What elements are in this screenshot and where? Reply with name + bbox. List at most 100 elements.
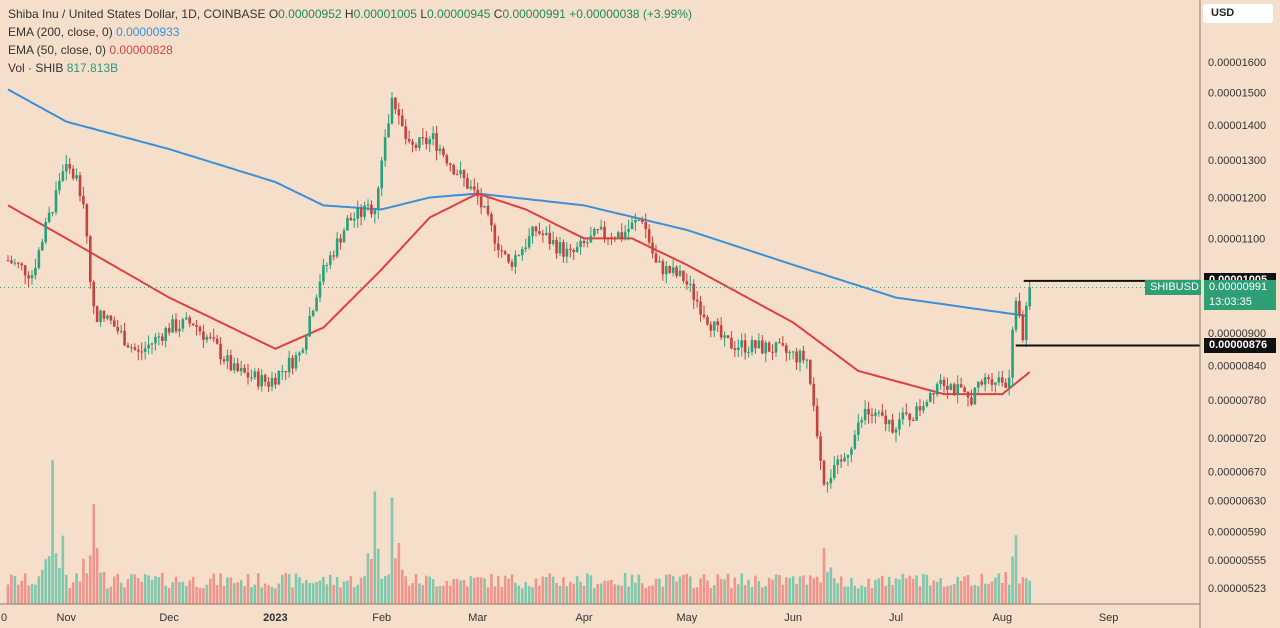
candle-body bbox=[263, 374, 267, 382]
high-value: 0.00001005 bbox=[353, 7, 417, 21]
candle-body bbox=[778, 342, 781, 344]
volume-bar bbox=[346, 580, 349, 604]
volume-label: Vol · SHIB bbox=[8, 61, 64, 75]
volume-bar bbox=[112, 576, 116, 604]
volume-bar bbox=[34, 584, 37, 604]
volume-bar bbox=[606, 580, 610, 604]
volume-bar bbox=[287, 574, 291, 604]
candle-body bbox=[579, 240, 582, 248]
candle-body bbox=[363, 205, 366, 217]
candle-body bbox=[904, 412, 908, 414]
time-axis[interactable]: 0 Nov Dec 2023 Feb Mar Apr May Jun Jul Aug Sep bbox=[1, 612, 1118, 624]
symbol-title: Shiba Inu / United States Dollar, 1D, CO… bbox=[8, 7, 266, 21]
volume-bar bbox=[726, 573, 730, 604]
volume-bar bbox=[675, 581, 678, 604]
candle-body bbox=[623, 231, 627, 238]
volume-bar bbox=[925, 574, 929, 604]
candle-body bbox=[188, 317, 192, 324]
candle-body bbox=[366, 204, 370, 206]
candle-body bbox=[397, 109, 401, 116]
volume-bar bbox=[64, 574, 68, 604]
candle-body bbox=[901, 412, 905, 420]
candle-body bbox=[462, 170, 466, 178]
volume-bar bbox=[990, 581, 994, 604]
candle-body bbox=[832, 464, 836, 479]
high-label: H bbox=[344, 7, 354, 21]
candle-body bbox=[747, 351, 750, 353]
candle-body bbox=[565, 248, 569, 257]
candle-body bbox=[1024, 305, 1028, 341]
candle-body bbox=[10, 260, 13, 264]
volume-bar bbox=[901, 573, 905, 604]
candle-body bbox=[949, 384, 953, 390]
symbol-tag: SHIBUSD bbox=[1145, 280, 1201, 295]
candle-body bbox=[980, 381, 984, 385]
change-value: +0.00000038 (+3.99%) bbox=[569, 7, 692, 21]
legend-ema200-row[interactable]: EMA (200, close, 0) 0.00000933 bbox=[8, 23, 692, 41]
candle-body bbox=[442, 148, 445, 156]
volume-bar bbox=[750, 587, 754, 604]
candle-body bbox=[243, 367, 246, 373]
candle-body bbox=[301, 349, 305, 353]
candle-body bbox=[136, 349, 140, 352]
volume-bar bbox=[263, 583, 267, 604]
candle-body bbox=[212, 337, 216, 339]
legend-volume-row[interactable]: Vol · SHIB 817.813B bbox=[8, 59, 692, 77]
candle-body bbox=[414, 144, 418, 148]
candle-body bbox=[870, 414, 874, 416]
volume-bar bbox=[58, 568, 61, 604]
candle-body bbox=[726, 335, 730, 339]
candle-body bbox=[239, 367, 243, 372]
volume-bar bbox=[54, 553, 58, 604]
volume-bar bbox=[644, 588, 648, 604]
candle-body bbox=[291, 357, 294, 369]
candle-body bbox=[671, 267, 675, 273]
volume-bar bbox=[222, 585, 226, 604]
candle-body bbox=[54, 190, 58, 213]
candle-body bbox=[647, 229, 651, 243]
candle-body bbox=[702, 314, 706, 318]
candle-body bbox=[572, 250, 576, 253]
candle-body bbox=[874, 412, 877, 416]
candle-body bbox=[448, 163, 452, 166]
volume-bar bbox=[133, 574, 137, 604]
volume-bar bbox=[980, 573, 984, 604]
volume-bar bbox=[253, 584, 257, 604]
volume-bar bbox=[822, 547, 826, 604]
volume-bar bbox=[1018, 583, 1021, 604]
volume-bar bbox=[709, 588, 713, 604]
candle-body bbox=[640, 219, 644, 223]
volume-bar bbox=[904, 578, 908, 604]
candle-body bbox=[620, 232, 624, 238]
legend-ema50-row[interactable]: EMA (50, close, 0) 0.00000828 bbox=[8, 41, 692, 59]
volume-bar bbox=[829, 567, 833, 604]
legend-symbol-row[interactable]: Shiba Inu / United States Dollar, 1D, CO… bbox=[8, 5, 692, 23]
volume-bar bbox=[1004, 571, 1008, 604]
candle-body bbox=[668, 266, 672, 273]
volume-bar bbox=[311, 583, 315, 604]
volume-bar bbox=[291, 587, 294, 604]
candle-body bbox=[205, 336, 209, 340]
volume-bar bbox=[157, 577, 161, 604]
volume-bar bbox=[472, 578, 476, 604]
volume-bar bbox=[634, 582, 637, 604]
time-tick-label: Nov bbox=[57, 612, 77, 624]
candle-body bbox=[431, 133, 435, 140]
candle-body bbox=[78, 175, 82, 197]
candle-body bbox=[839, 459, 843, 462]
volume-bar bbox=[791, 576, 795, 604]
candle-body bbox=[887, 419, 891, 425]
volume-bar bbox=[469, 576, 473, 604]
time-tick-label: Jul bbox=[889, 612, 903, 624]
time-tick-label: 2023 bbox=[263, 612, 287, 624]
candle-body bbox=[716, 321, 720, 326]
volume-bar bbox=[267, 585, 270, 604]
currency-button[interactable]: USD bbox=[1203, 4, 1273, 23]
volume-bar bbox=[205, 584, 209, 604]
volume-bar bbox=[551, 576, 555, 604]
candle-body bbox=[826, 483, 829, 485]
volume-bar bbox=[102, 571, 106, 604]
candle-body bbox=[34, 267, 37, 276]
